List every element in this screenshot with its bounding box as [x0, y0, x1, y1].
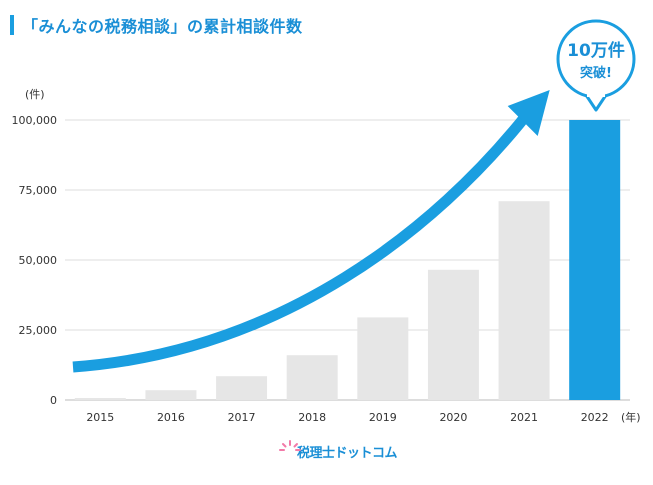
logo-text: 税理士ドットコム: [297, 445, 398, 461]
bar-2018: [286, 355, 338, 400]
bar-2017: [216, 376, 268, 400]
x-tick-label: 2020: [439, 411, 467, 424]
logo-sparkle-icon: [277, 438, 303, 464]
bars: [74, 120, 621, 400]
y-tick-label: 25,000: [19, 324, 58, 337]
x-tick-label: 2019: [369, 411, 397, 424]
x-tick-label: 2016: [157, 411, 185, 424]
logo: 税理士ドットコム: [277, 436, 398, 466]
bar-2022: [569, 120, 621, 400]
growth-arrow-head: [507, 90, 550, 136]
bar-2015: [74, 398, 126, 400]
x-axis-ticks: 2015 2016 2017 2018 2019 2020 2021 2022: [86, 411, 608, 424]
bar-2016: [145, 390, 197, 400]
chart-title: 「みんなの税務相談」の累計相談件数: [22, 17, 303, 36]
x-tick-label: 2018: [298, 411, 326, 424]
growth-arrow: [72, 90, 550, 373]
bar-2021: [498, 201, 550, 400]
milestone-badge: 10万件 突破!: [556, 19, 636, 112]
title-accent-bar: [10, 15, 14, 35]
bar-2019: [357, 317, 409, 400]
y-unit-label: (件): [25, 88, 45, 101]
x-tick-label: 2021: [510, 411, 538, 424]
bar-2020: [427, 269, 479, 400]
x-unit-label: (年): [621, 410, 641, 424]
x-tick-label: 2015: [86, 411, 114, 424]
badge-pointer: [584, 94, 608, 112]
y-axis-ticks: 0 25,000 50,000 75,000 100,000: [12, 114, 58, 407]
badge-line1: 10万件: [567, 40, 625, 61]
growth-arrow-shaft: [72, 112, 530, 373]
badge-line2: 突破!: [580, 65, 612, 81]
y-tick-label: 100,000: [12, 114, 58, 127]
y-tick-label: 50,000: [19, 254, 58, 267]
y-tick-label: 75,000: [19, 184, 58, 197]
x-tick-label: 2017: [228, 411, 256, 424]
y-tick-label: 0: [50, 394, 57, 407]
chart-title-wrap: 「みんなの税務相談」の累計相談件数: [10, 14, 303, 36]
x-tick-label: 2022: [581, 411, 609, 424]
